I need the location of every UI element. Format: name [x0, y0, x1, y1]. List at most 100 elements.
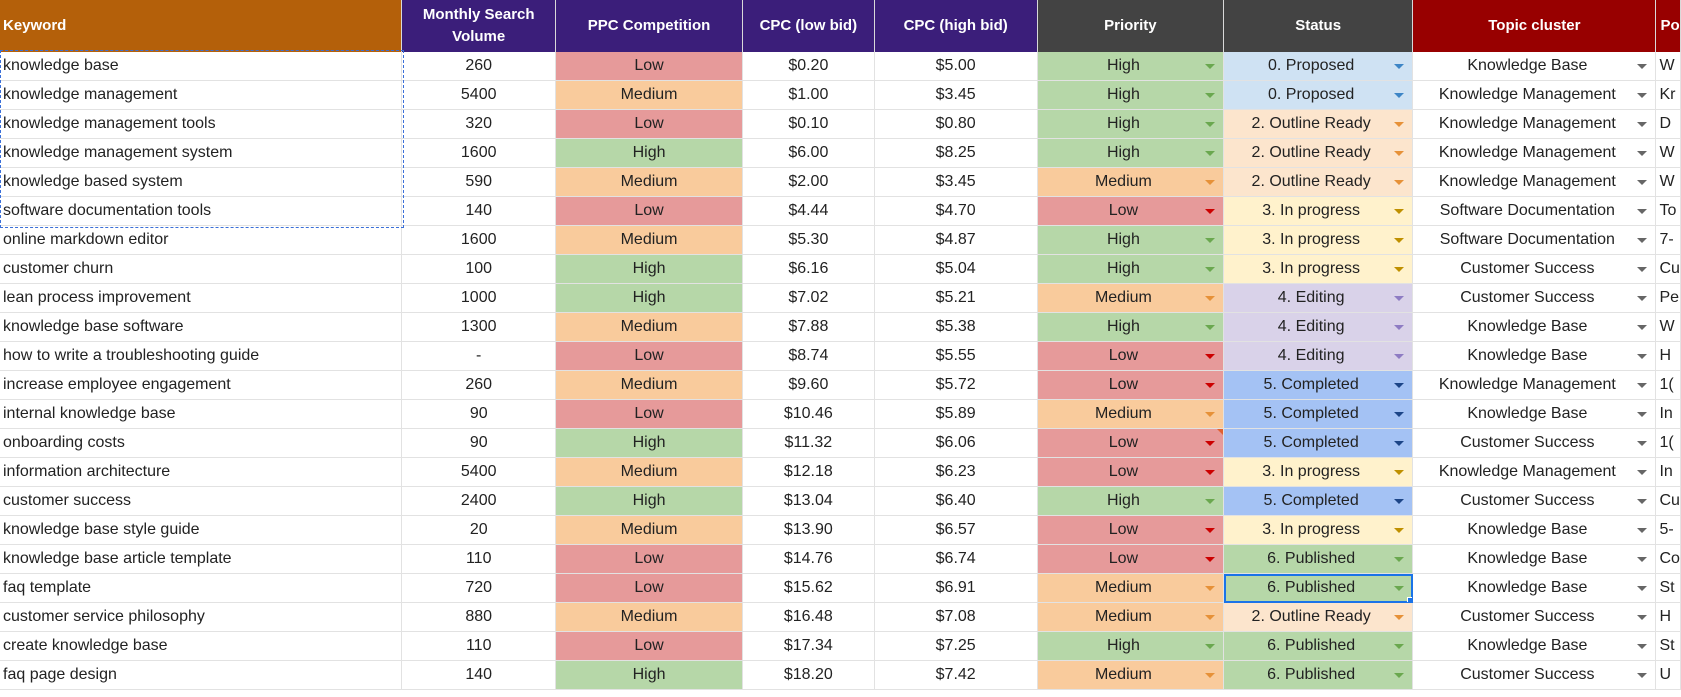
cell-status-dropdown[interactable]: 3. In progress	[1224, 255, 1412, 283]
cell-cpc-high[interactable]: $6.40	[874, 486, 1038, 516]
cell-priority-dropdown[interactable]: Low	[1038, 429, 1223, 457]
cell-status[interactable]: 4. Editing	[1223, 283, 1414, 313]
cell-cpc-low[interactable]: $17.34	[742, 631, 875, 661]
cell-extra[interactable]: 1(	[1655, 370, 1681, 400]
cell-volume[interactable]: 260	[401, 52, 557, 81]
cell-keyword[interactable]: faq template	[0, 573, 403, 603]
cell-keyword[interactable]: how to write a troubleshooting guide	[0, 341, 403, 371]
cell-ppc-competition[interactable]: Low	[555, 573, 744, 603]
cell-keyword[interactable]: lean process improvement	[0, 283, 403, 313]
dropdown-arrow-icon[interactable]	[1637, 615, 1648, 620]
cell-cpc-low[interactable]: $14.76	[742, 544, 875, 574]
cell-ppc-competition[interactable]: Low	[555, 52, 744, 81]
cell-volume[interactable]: 1600	[401, 138, 557, 168]
cell-status-dropdown[interactable]: 2. Outline Ready	[1224, 603, 1412, 631]
dropdown-arrow-icon[interactable]	[1637, 354, 1648, 359]
cell-status[interactable]: 5. Completed	[1223, 428, 1414, 458]
cell-cpc-high[interactable]: $3.45	[874, 80, 1038, 110]
cell-status-dropdown[interactable]: 4. Editing	[1224, 313, 1412, 341]
cell-volume[interactable]: 20	[401, 515, 557, 545]
cell-topic-cluster-dropdown[interactable]: Software Documentation	[1413, 226, 1655, 254]
cell-status[interactable]: 5. Completed	[1223, 399, 1414, 429]
cell-priority[interactable]: Low	[1037, 428, 1225, 458]
cell-priority[interactable]: High	[1037, 312, 1225, 342]
cell-volume[interactable]: 110	[401, 631, 557, 661]
cell-priority-dropdown[interactable]: High	[1038, 313, 1223, 341]
cell-volume[interactable]: 590	[401, 167, 557, 197]
cell-volume[interactable]: 1300	[401, 312, 557, 342]
cell-priority[interactable]: Medium	[1037, 602, 1225, 632]
dropdown-arrow-icon[interactable]	[1205, 586, 1216, 591]
cell-extra[interactable]: 5-	[1655, 515, 1681, 545]
cell-keyword[interactable]: software documentation tools	[0, 196, 403, 226]
dropdown-arrow-icon[interactable]	[1637, 441, 1648, 446]
dropdown-arrow-icon[interactable]	[1394, 673, 1405, 678]
cell-topic-cluster[interactable]: Knowledge Management	[1412, 167, 1657, 197]
dropdown-arrow-icon[interactable]	[1637, 383, 1648, 388]
cell-status[interactable]: 2. Outline Ready	[1223, 602, 1414, 632]
cell-status-dropdown[interactable]: 5. Completed	[1224, 400, 1412, 428]
header-status[interactable]: Status	[1223, 0, 1414, 52]
cell-ppc-competition[interactable]: High	[555, 660, 744, 690]
cell-ppc-competition[interactable]: High	[555, 138, 744, 168]
cell-priority[interactable]: High	[1037, 138, 1225, 168]
cell-extra[interactable]: To	[1655, 196, 1681, 226]
dropdown-arrow-icon[interactable]	[1394, 557, 1405, 562]
dropdown-arrow-icon[interactable]	[1205, 412, 1216, 417]
cell-topic-cluster[interactable]: Knowledge Management	[1412, 138, 1657, 168]
cell-priority-dropdown[interactable]: Low	[1038, 371, 1223, 399]
cell-topic-cluster[interactable]: Customer Success	[1412, 602, 1657, 632]
dropdown-arrow-icon[interactable]	[1394, 644, 1405, 649]
cell-topic-cluster-dropdown[interactable]: Customer Success	[1413, 661, 1655, 689]
dropdown-arrow-icon[interactable]	[1205, 354, 1216, 359]
cell-topic-cluster[interactable]: Knowledge Base	[1412, 573, 1657, 603]
cell-status[interactable]: 0. Proposed	[1223, 52, 1414, 81]
cell-extra[interactable]: Co	[1655, 544, 1681, 574]
cell-topic-cluster[interactable]: Customer Success	[1412, 660, 1657, 690]
cell-cpc-low[interactable]: $5.30	[742, 225, 875, 255]
cell-priority-dropdown[interactable]: High	[1038, 110, 1223, 138]
cell-keyword[interactable]: internal knowledge base	[0, 399, 403, 429]
cell-cpc-high[interactable]: $7.08	[874, 602, 1038, 632]
cell-extra[interactable]: 1(	[1655, 428, 1681, 458]
cell-priority-dropdown[interactable]: Medium	[1038, 400, 1223, 428]
dropdown-arrow-icon[interactable]	[1205, 180, 1216, 185]
cell-extra[interactable]: H	[1655, 341, 1681, 371]
cell-topic-cluster-dropdown[interactable]: Knowledge Base	[1413, 313, 1655, 341]
cell-topic-cluster-dropdown[interactable]: Knowledge Base	[1413, 400, 1655, 428]
header-keyword[interactable]: Keyword	[0, 0, 403, 52]
cell-keyword[interactable]: customer service philosophy	[0, 602, 403, 632]
cell-volume[interactable]: 5400	[401, 457, 557, 487]
cell-priority-dropdown[interactable]: Low	[1038, 545, 1223, 573]
note-indicator-icon[interactable]	[1217, 429, 1223, 435]
cell-ppc-competition[interactable]: Low	[555, 544, 744, 574]
dropdown-arrow-icon[interactable]	[1394, 180, 1405, 185]
cell-volume[interactable]: 140	[401, 660, 557, 690]
cell-cpc-high[interactable]: $4.87	[874, 225, 1038, 255]
cell-cpc-high[interactable]: $6.23	[874, 457, 1038, 487]
cell-keyword[interactable]: create knowledge base	[0, 631, 403, 661]
cell-topic-cluster-dropdown[interactable]: Knowledge Management	[1413, 139, 1655, 167]
cell-cpc-low[interactable]: $2.00	[742, 167, 875, 197]
cell-status[interactable]: 6. Published	[1223, 631, 1414, 661]
dropdown-arrow-icon[interactable]	[1394, 615, 1405, 620]
cell-ppc-competition[interactable]: High	[555, 486, 744, 516]
cell-cpc-low[interactable]: $4.44	[742, 196, 875, 226]
cell-priority-dropdown[interactable]: High	[1038, 255, 1223, 283]
cell-cpc-low[interactable]: $7.02	[742, 283, 875, 313]
cell-topic-cluster[interactable]: Software Documentation	[1412, 225, 1657, 255]
cell-keyword[interactable]: onboarding costs	[0, 428, 403, 458]
cell-cpc-high[interactable]: $5.55	[874, 341, 1038, 371]
cell-status-dropdown[interactable]: 6. Published	[1224, 574, 1412, 602]
dropdown-arrow-icon[interactable]	[1394, 151, 1405, 156]
cell-keyword[interactable]: information architecture	[0, 457, 403, 487]
dropdown-arrow-icon[interactable]	[1394, 412, 1405, 417]
cell-topic-cluster-dropdown[interactable]: Knowledge Management	[1413, 110, 1655, 138]
cell-priority-dropdown[interactable]: Low	[1038, 342, 1223, 370]
cell-topic-cluster[interactable]: Knowledge Management	[1412, 370, 1657, 400]
cell-keyword[interactable]: knowledge base style guide	[0, 515, 403, 545]
cell-keyword[interactable]: knowledge based system	[0, 167, 403, 197]
cell-status[interactable]: 2. Outline Ready	[1223, 109, 1414, 139]
dropdown-arrow-icon[interactable]	[1205, 673, 1216, 678]
cell-status-dropdown[interactable]: 2. Outline Ready	[1224, 110, 1412, 138]
